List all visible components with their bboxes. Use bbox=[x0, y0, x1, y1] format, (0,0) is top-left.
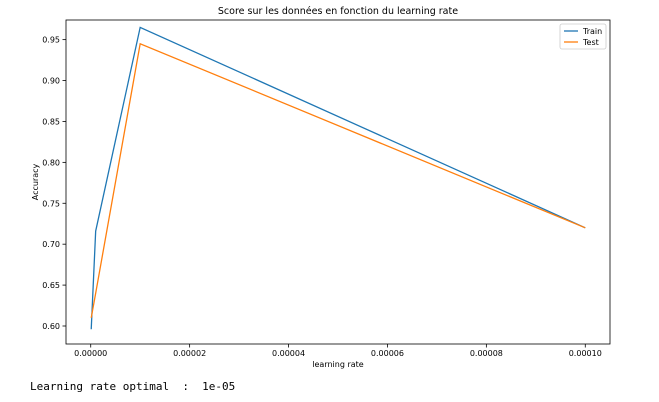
x-tick-label: 0.00006 bbox=[371, 349, 404, 358]
y-tick-label: 0.85 bbox=[42, 117, 60, 126]
y-tick-label: 0.60 bbox=[42, 322, 60, 331]
x-tick-label: 0.00008 bbox=[470, 349, 503, 358]
y-tick-label: 0.65 bbox=[42, 281, 60, 290]
legend-box bbox=[559, 23, 607, 50]
legend-label-test: Test bbox=[582, 38, 599, 47]
chart-title: Score sur les données en fonction du lea… bbox=[218, 6, 458, 17]
output-text: Learning rate optimal : 1e-05 bbox=[30, 380, 236, 393]
x-tick-label: 0.00002 bbox=[173, 349, 206, 358]
series-line-train bbox=[90, 26, 586, 330]
y-tick-label: 0.75 bbox=[42, 199, 60, 208]
chart: Score sur les données en fonction du lea… bbox=[31, 6, 611, 369]
x-tick-label: 0.00004 bbox=[272, 349, 305, 358]
series-layer bbox=[90, 26, 586, 330]
x-tick-label: 0.00010 bbox=[569, 349, 602, 358]
y-tick-label: 0.90 bbox=[42, 77, 60, 86]
series-line-test bbox=[90, 42, 586, 318]
x-axis-label: learning rate bbox=[312, 360, 364, 369]
plot-area bbox=[65, 19, 611, 345]
y-tick-label: 0.80 bbox=[42, 158, 60, 167]
x-tick-label: 0.00000 bbox=[74, 349, 107, 358]
x-axis-ticks: 0.00000 0.00002 0.00004 0.00006 0.00008 0.000… bbox=[74, 344, 602, 358]
y-axis-label: Accuracy bbox=[31, 163, 40, 200]
legend-label-train: Train bbox=[582, 27, 602, 36]
y-tick-label: 0.95 bbox=[42, 36, 60, 45]
y-tick-label: 0.70 bbox=[42, 240, 60, 249]
legend: Train Test bbox=[559, 23, 607, 50]
y-axis-ticks: 0.60 0.65 0.70 0.75 0.80 0.85 0.90 0.95 bbox=[42, 36, 66, 331]
